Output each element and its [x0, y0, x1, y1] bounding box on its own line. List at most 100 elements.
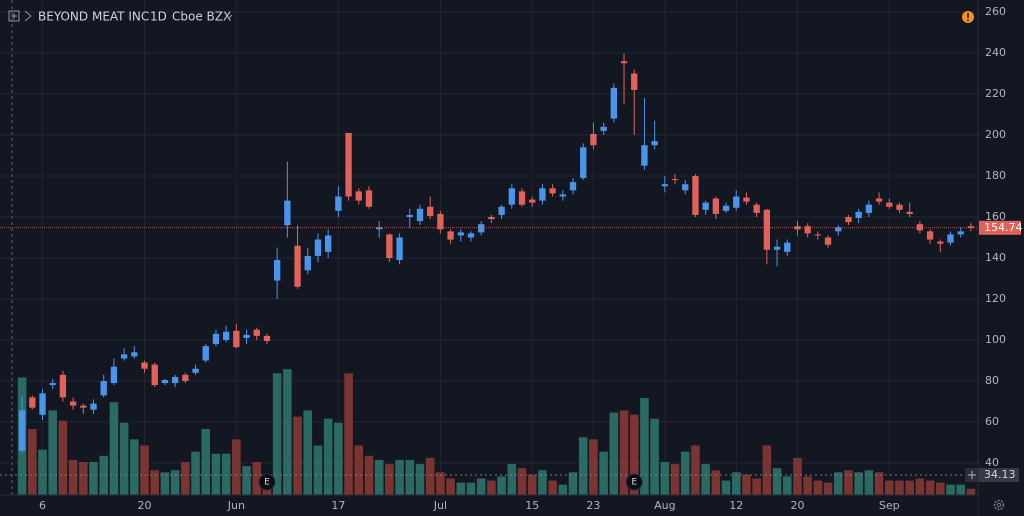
- volume-bar: [456, 482, 466, 495]
- volume-bar: [344, 373, 353, 495]
- candle-body: [233, 330, 240, 348]
- volume-bar: [487, 480, 496, 495]
- candle-body: [427, 206, 434, 216]
- candle-body: [416, 208, 424, 222]
- candle-body: [243, 334, 250, 338]
- icon-stroke: [24, 15, 32, 22]
- volume-bar: [711, 470, 721, 495]
- candle-body: [120, 354, 128, 359]
- volume-bar: [232, 439, 241, 495]
- volume-bar: [925, 480, 935, 495]
- event-marker[interactable]: [625, 473, 643, 491]
- volume-bar: [160, 472, 170, 495]
- candle-body: [80, 405, 87, 408]
- add-button[interactable]: [965, 468, 979, 482]
- last-price-box: [979, 220, 1021, 235]
- gear-hub: [996, 502, 1002, 508]
- y-tick-label: 180: [985, 169, 1006, 182]
- candle-body: [29, 397, 36, 408]
- event-label: E: [631, 478, 637, 488]
- volume-bar: [354, 445, 364, 495]
- volume-ma-box: [979, 468, 1019, 483]
- volume-bar: [507, 464, 517, 495]
- candle-body: [682, 184, 689, 191]
- candle-body: [620, 61, 628, 64]
- volume-bar: [527, 474, 537, 495]
- volume-bar: [415, 464, 425, 495]
- dropdown-chevron[interactable]: [225, 14, 233, 19]
- volume-bar: [854, 472, 863, 495]
- candle-body: [753, 204, 760, 213]
- alert-icon[interactable]: [962, 11, 974, 23]
- settings-icon[interactable]: [993, 499, 1005, 511]
- candle-body: [467, 233, 475, 238]
- candle-body: [284, 200, 291, 226]
- y-tick-label: 140: [985, 251, 1006, 264]
- volume-bar: [303, 410, 313, 495]
- candle-body: [478, 224, 485, 233]
- candle-body: [406, 214, 413, 217]
- volume-bar: [895, 480, 904, 495]
- candle-body: [661, 184, 668, 187]
- volume-bar: [221, 453, 231, 495]
- gear[interactable]: [993, 499, 1005, 511]
- candle-body: [845, 216, 852, 223]
- volume-ma-label: 34.13: [984, 468, 1016, 481]
- candle-body: [325, 235, 332, 252]
- candle-body: [926, 231, 934, 240]
- candle-body: [253, 329, 260, 336]
- candle-body: [886, 202, 893, 207]
- y-tick-label: 160: [985, 210, 1006, 223]
- volume-bar: [119, 422, 129, 495]
- volume-bar: [905, 480, 914, 495]
- volume-bar: [181, 462, 190, 495]
- x-tick-label: 23: [586, 499, 600, 512]
- volume-bar: [323, 418, 333, 495]
- x-tick-label: 15: [525, 499, 539, 512]
- candle-body: [110, 366, 118, 384]
- volume-bar: [58, 420, 68, 495]
- volume-bar: [803, 476, 812, 495]
- volume-bar: [884, 480, 894, 495]
- icon-stroke: [24, 10, 32, 17]
- candle-body: [59, 374, 67, 398]
- candle-body: [345, 132, 352, 197]
- plot-layer: [0, 0, 978, 495]
- candle-body: [906, 211, 913, 214]
- candle-body: [794, 226, 801, 230]
- axes-layer: 40 60 80 100 120 140 160 180 200 220 240 260 6 20 Jun 1…: [39, 5, 1022, 512]
- y-tick-label: 100: [985, 333, 1006, 346]
- volume-bar: [691, 445, 700, 495]
- volume-bar: [283, 369, 292, 495]
- candle-body: [957, 231, 964, 235]
- candle-body: [824, 237, 832, 245]
- volume-bar: [364, 455, 374, 495]
- volume-bar: [752, 478, 761, 495]
- candle-body: [875, 198, 883, 202]
- candle-body: [712, 198, 720, 214]
- interval[interactable]: 1D: [150, 10, 167, 24]
- candle-body: [947, 234, 954, 243]
- candle-body: [835, 227, 842, 232]
- candle-body: [314, 239, 322, 256]
- event-marker[interactable]: [258, 473, 276, 491]
- volume-bar: [874, 472, 884, 495]
- volume-bar: [721, 480, 731, 495]
- volume-bar: [629, 414, 639, 495]
- volume-bar: [609, 412, 619, 495]
- volume-bar: [99, 455, 109, 495]
- volume-bar: [109, 402, 119, 495]
- volume-bar: [833, 472, 843, 495]
- volume-bar: [466, 482, 476, 495]
- volume-bar: [130, 439, 139, 495]
- volume-bar: [538, 470, 547, 495]
- candle-body: [100, 380, 107, 396]
- volume-bar: [599, 451, 608, 495]
- expand-icon[interactable]: [8, 10, 20, 22]
- candle-body: [865, 204, 873, 213]
- candle-body: [447, 231, 454, 240]
- volume-bar: [436, 472, 445, 495]
- candle-body: [386, 234, 393, 258]
- volume-bar: [38, 449, 47, 495]
- volume-bar: [150, 470, 160, 495]
